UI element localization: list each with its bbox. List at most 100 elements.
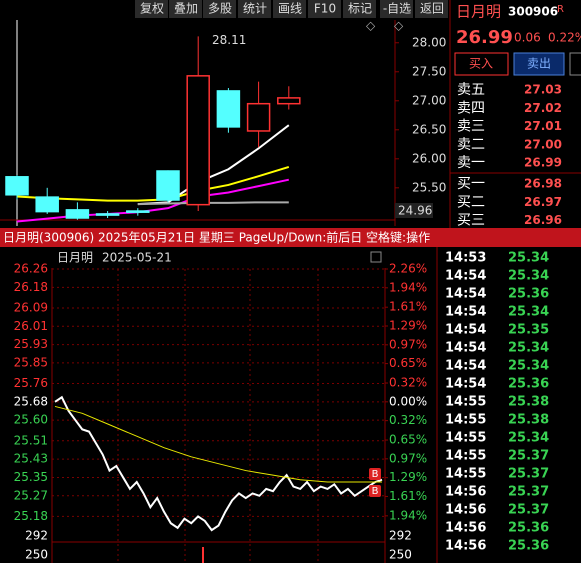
book-price: 27.00 bbox=[524, 137, 562, 151]
y2-tick-label: 0.65% bbox=[389, 433, 427, 447]
trade-price: 25.34 bbox=[508, 269, 549, 284]
trade-price: 25.35 bbox=[508, 323, 549, 338]
extra-button[interactable] bbox=[569, 52, 581, 76]
book-price: 26.97 bbox=[524, 195, 562, 209]
trade-marker bbox=[369, 485, 381, 497]
trade-price: 25.34 bbox=[508, 431, 549, 446]
buy-button[interactable] bbox=[454, 52, 509, 76]
book-price: 27.02 bbox=[524, 101, 562, 115]
candle-body bbox=[95, 213, 120, 216]
flag: R bbox=[557, 4, 564, 15]
ma-line bbox=[137, 201, 289, 206]
y-tick-label: 26.09 bbox=[14, 300, 48, 314]
book-price: 26.96 bbox=[524, 213, 562, 227]
candle-body bbox=[35, 196, 59, 213]
trade-marker-label: B bbox=[372, 469, 379, 480]
y2-tick-label: 1.29% bbox=[389, 470, 427, 484]
button-icon[interactable] bbox=[370, 251, 382, 263]
y-tick-label: 26.01 bbox=[14, 319, 48, 333]
icon[interactable]: ◇ bbox=[366, 19, 376, 33]
book-price: 27.03 bbox=[524, 83, 562, 97]
toolbar-button[interactable] bbox=[380, 0, 413, 18]
y-tick-label: 25.50 bbox=[412, 180, 446, 194]
y2-tick-label: 2.26% bbox=[389, 262, 427, 276]
y-tick-label: 25.68 bbox=[14, 394, 48, 408]
toolbar-label[interactable]: 复权 bbox=[140, 2, 164, 16]
trade-price: 25.37 bbox=[508, 467, 549, 482]
intraday-title: 日月明 bbox=[57, 251, 93, 265]
toolbar-label[interactable]: 叠加 bbox=[174, 2, 198, 16]
trade-price: 25.34 bbox=[508, 359, 549, 374]
trade-price: 25.36 bbox=[508, 287, 549, 302]
change-pct: 0.22% bbox=[548, 31, 581, 45]
buy-label[interactable]: 买入 bbox=[469, 57, 493, 71]
toolbar-label[interactable]: 统计 bbox=[243, 2, 267, 16]
y2-tick-label: 0.32% bbox=[389, 413, 427, 427]
y2-tick-label: 1.61% bbox=[389, 300, 427, 314]
toolbar-button[interactable] bbox=[273, 0, 306, 18]
sell-label[interactable]: 卖出 bbox=[527, 57, 551, 71]
trade-price: 25.37 bbox=[508, 503, 549, 518]
trade-price: 25.34 bbox=[508, 251, 549, 266]
toolbar-label[interactable]: 多股 bbox=[208, 2, 232, 16]
candle-body bbox=[216, 90, 241, 128]
toolbar-label[interactable]: 返回 bbox=[420, 2, 444, 16]
volume-bar bbox=[202, 547, 204, 563]
toolbar-label[interactable]: F10 bbox=[314, 2, 336, 16]
y-tick-label: 25.60 bbox=[14, 413, 48, 427]
trade-time: 14:54 bbox=[445, 341, 486, 356]
toolbar-button[interactable] bbox=[343, 0, 376, 18]
toolbar-button[interactable] bbox=[415, 0, 448, 18]
trade-price: 25.38 bbox=[508, 413, 549, 428]
y-tick-label: 27.00 bbox=[412, 93, 446, 107]
candle-body bbox=[186, 75, 210, 206]
trade-price: 25.34 bbox=[508, 305, 549, 320]
y2-tick-label: 1.94% bbox=[389, 280, 427, 294]
ma-line bbox=[16, 178, 290, 223]
trade-time: 14:56 bbox=[445, 485, 486, 500]
trade-time: 14:54 bbox=[445, 377, 486, 392]
price-line bbox=[54, 405, 382, 483]
toolbar-button[interactable] bbox=[135, 0, 168, 18]
price-line bbox=[54, 395, 383, 532]
trade-time: 14:55 bbox=[445, 395, 486, 410]
trade-price: 25.37 bbox=[508, 449, 549, 464]
trade-marker-label: B bbox=[372, 486, 379, 497]
low-label-bg bbox=[395, 203, 433, 218]
toolbar-label[interactable]: 画线 bbox=[278, 2, 302, 16]
y2-tick-label: 0.32% bbox=[389, 376, 427, 390]
y-tick-label: 26.18 bbox=[14, 280, 48, 294]
volume-label: 250 bbox=[25, 548, 48, 562]
toolbar-button[interactable] bbox=[169, 0, 202, 18]
toolbar-label[interactable]: 标记 bbox=[348, 2, 372, 16]
book-label: 卖一 bbox=[457, 155, 485, 171]
trade-marker bbox=[369, 468, 381, 480]
y-tick-label: 26.00 bbox=[412, 151, 446, 165]
candle-body bbox=[126, 210, 150, 213]
sell-button[interactable] bbox=[513, 52, 565, 76]
trade-price: 25.37 bbox=[508, 485, 549, 500]
book-price: 27.01 bbox=[524, 119, 562, 133]
book-label: 买二 bbox=[457, 194, 485, 210]
y-tick-label: 27.50 bbox=[412, 64, 446, 78]
volume-label: 292 bbox=[25, 529, 48, 543]
trade-time: 14:55 bbox=[445, 467, 486, 482]
y-tick-label: 25.93 bbox=[14, 337, 48, 351]
trade-time: 14:55 bbox=[445, 431, 486, 446]
trade-price: 25.36 bbox=[508, 377, 549, 392]
info-bar: 日月明(300906) 2025年05月21日 星期三 PageUp/Down:… bbox=[3, 230, 430, 245]
low-label: 24.96 bbox=[398, 204, 432, 218]
toolbar-button[interactable] bbox=[238, 0, 271, 18]
book-label: 买三 bbox=[457, 213, 485, 229]
book-price: 26.98 bbox=[524, 177, 562, 191]
icon[interactable]: ◇ bbox=[394, 19, 404, 33]
trade-time: 14:56 bbox=[445, 521, 486, 536]
y-tick-label: 25.27 bbox=[14, 488, 48, 502]
stock-name: 日月明 bbox=[456, 3, 501, 21]
toolbar-button[interactable] bbox=[203, 0, 236, 18]
trade-time: 14:53 bbox=[445, 251, 486, 266]
book-label: 卖五 bbox=[457, 82, 485, 98]
y-tick-label: 25.35 bbox=[14, 470, 48, 484]
toolbar-label[interactable]: -自选 bbox=[383, 2, 411, 16]
toolbar-button[interactable] bbox=[308, 0, 341, 18]
